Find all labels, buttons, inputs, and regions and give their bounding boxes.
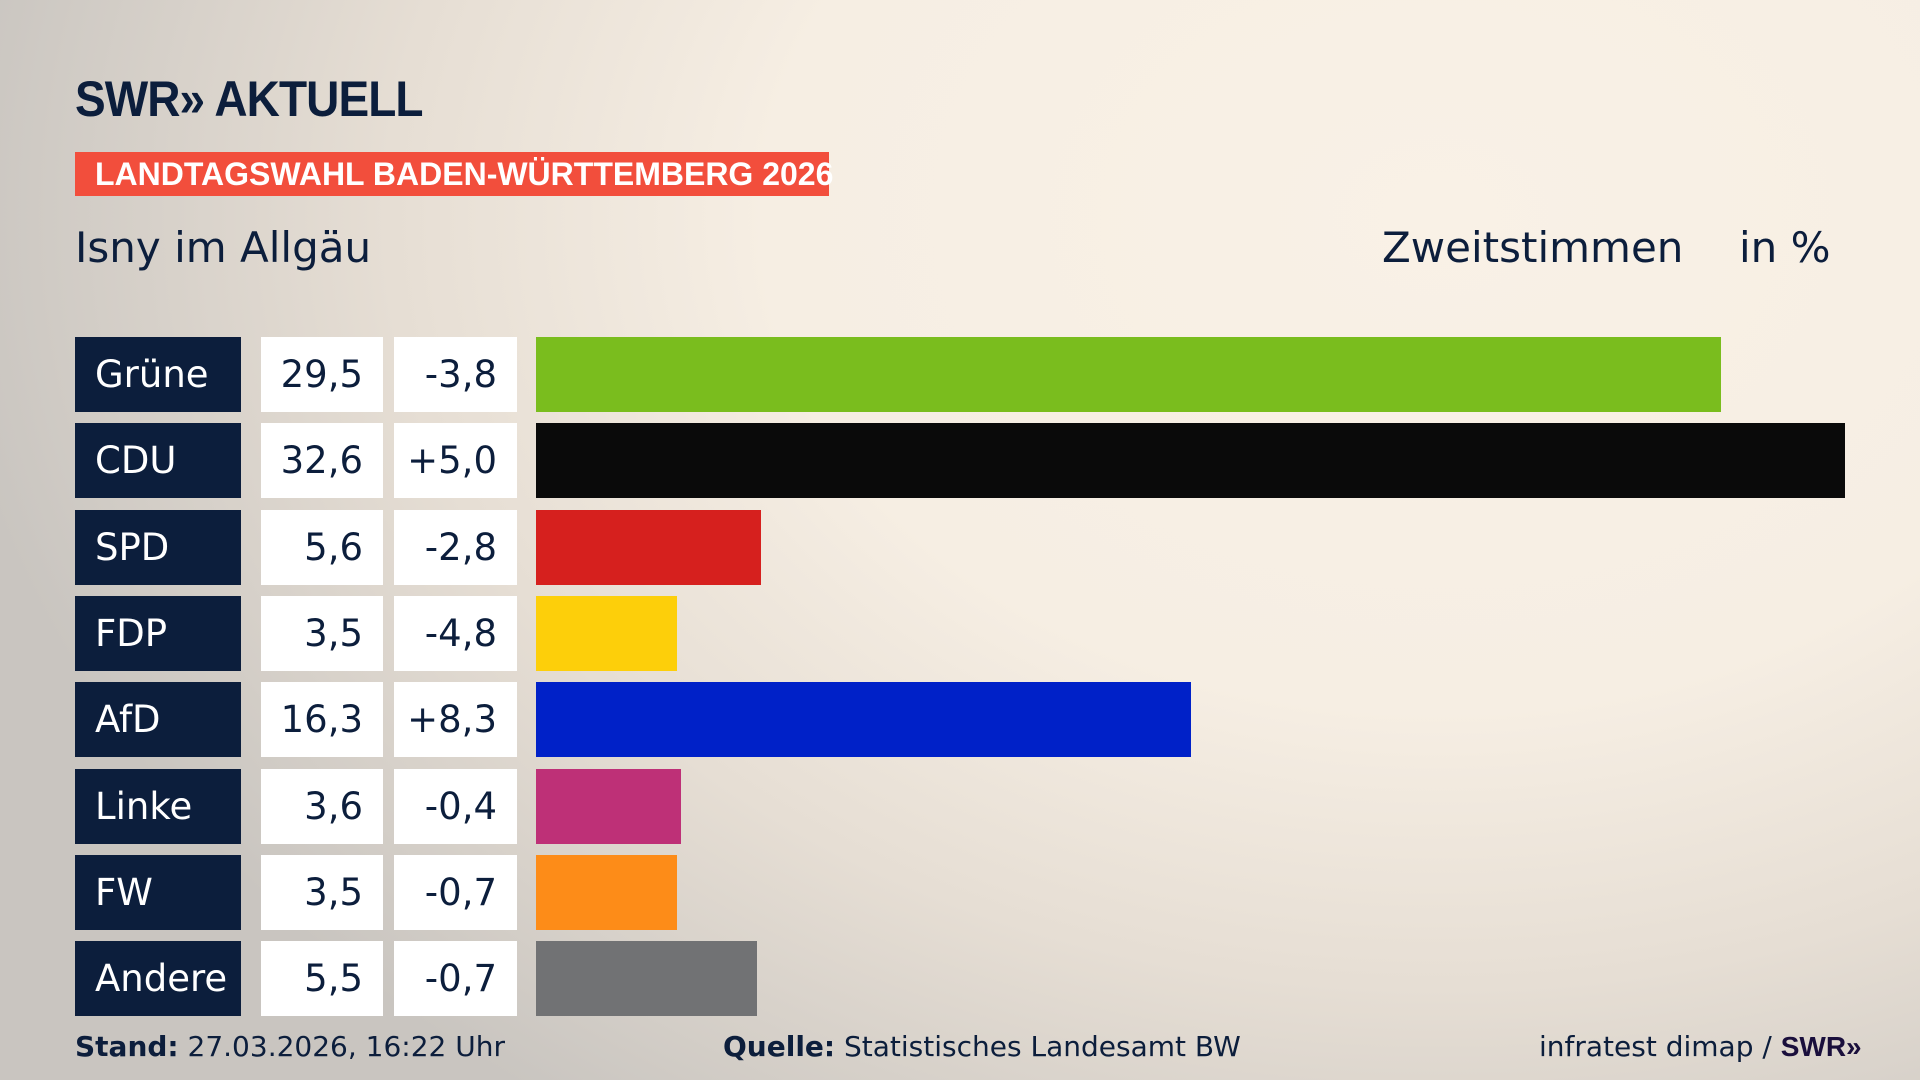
vote-bar <box>536 768 681 844</box>
vote-share: 5,6 <box>261 509 383 585</box>
party-name: FW <box>75 854 241 930</box>
timestamp: Stand: 27.03.2026, 16:22 Uhr <box>75 1030 505 1064</box>
location-title: Isny im Allgäu <box>75 223 372 272</box>
vote-bar <box>536 423 1845 499</box>
vote-change: -4,8 <box>394 595 517 671</box>
swr-logo: SWR» <box>1780 1031 1862 1062</box>
vote-bar <box>536 509 761 585</box>
vote-change: -2,8 <box>394 509 517 585</box>
vote-bar <box>536 682 1191 758</box>
vote-share: 3,6 <box>261 768 383 844</box>
party-name: FDP <box>75 595 241 671</box>
credit: infratest dimap / SWR» <box>1539 1030 1862 1064</box>
party-name: AfD <box>75 682 241 758</box>
stand-label: Stand: <box>75 1030 179 1063</box>
vote-share: 3,5 <box>261 595 383 671</box>
unit-label: in % <box>1739 223 1831 272</box>
vote-bar <box>536 337 1721 412</box>
source: Quelle: Statistisches Landesamt BW <box>723 1030 1241 1064</box>
stand-value: 27.03.2026, 16:22 Uhr <box>187 1030 505 1063</box>
party-name: CDU <box>75 423 241 499</box>
credit-text: infratest dimap / <box>1539 1030 1781 1063</box>
vote-change: -3,8 <box>394 337 517 412</box>
vote-bar <box>536 595 677 671</box>
party-name: Linke <box>75 768 241 844</box>
vote-share: 32,6 <box>261 423 383 499</box>
vote-type-label: Zweitstimmen <box>1382 223 1684 272</box>
election-banner: LANDTAGSWAHL BADEN-WÜRTTEMBERG 2026 <box>75 152 833 196</box>
vote-share: 3,5 <box>261 854 383 930</box>
source-label: Quelle: <box>723 1030 836 1063</box>
vote-bar <box>536 941 757 1017</box>
vote-change: -0,7 <box>394 854 517 930</box>
party-name: SPD <box>75 509 241 585</box>
party-name: Andere <box>75 941 241 1017</box>
vote-change: -0,4 <box>394 768 517 844</box>
swr-aktuell-logo: SWR» AKTUELL <box>75 71 423 127</box>
vote-change: +5,0 <box>394 423 517 499</box>
vote-bar <box>536 854 677 930</box>
source-value: Statistisches Landesamt BW <box>844 1030 1241 1063</box>
vote-change: -0,7 <box>394 941 517 1017</box>
party-name: Grüne <box>75 337 241 412</box>
vote-share: 16,3 <box>261 682 383 758</box>
vote-share: 5,5 <box>261 941 383 1017</box>
vote-share: 29,5 <box>261 337 383 412</box>
vote-change: +8,3 <box>394 682 517 758</box>
